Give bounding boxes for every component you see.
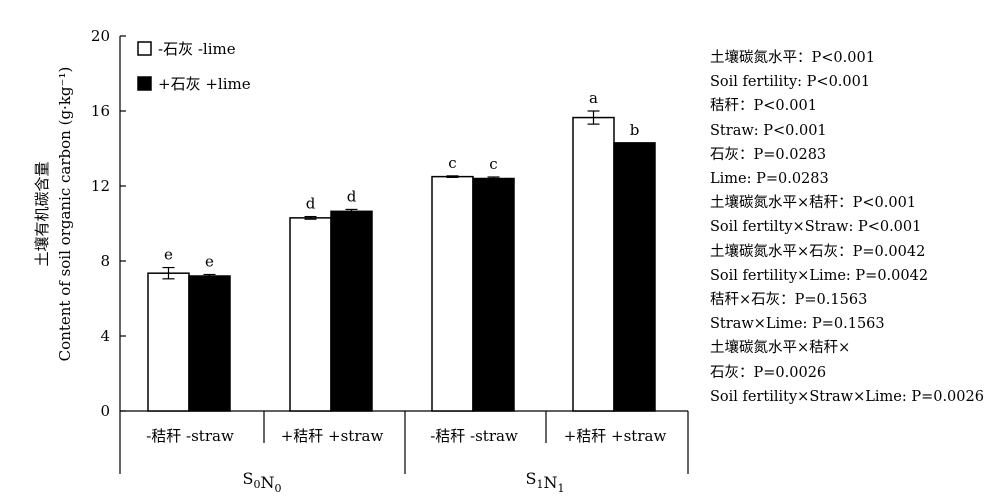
bar bbox=[289, 217, 332, 412]
bar bbox=[147, 272, 190, 412]
legend-label: +石灰 +lime bbox=[158, 75, 251, 93]
stat-line: 石灰：P=0.0283 bbox=[710, 146, 827, 163]
significance-letter: e bbox=[164, 246, 173, 264]
x-category-label: -秸秆 -straw bbox=[146, 427, 234, 445]
stat-line: 秸秆：P<0.001 bbox=[710, 98, 817, 115]
stat-line: 秸秆×石灰：P=0.1563 bbox=[710, 292, 868, 309]
stat-line: Soil fertilty×Straw: P<0.001 bbox=[710, 219, 922, 236]
x-category-label: -秸秆 -straw bbox=[430, 427, 518, 445]
y-tick-label: 12 bbox=[91, 177, 110, 195]
legend-swatch bbox=[137, 76, 152, 91]
x-category-label: +秸秆 +straw bbox=[564, 427, 667, 445]
stat-line: 石灰：P=0.0026 bbox=[710, 364, 827, 381]
x-group-label: S1N1 bbox=[526, 469, 565, 495]
significance-letter: e bbox=[205, 253, 214, 271]
x-group-label: S0N0 bbox=[243, 469, 282, 495]
stat-line: 土壤碳氮水平×石灰：P=0.0042 bbox=[710, 243, 926, 260]
y-tick-label: 16 bbox=[91, 102, 110, 120]
legend-swatch bbox=[137, 41, 152, 56]
bar bbox=[330, 210, 373, 412]
significance-letter: c bbox=[448, 154, 456, 172]
chart-area: 0 4 8 12 16 20 土壤有机碳含量 Content of soil organic … bbox=[33, 27, 689, 495]
stat-line: Soil fertility×Straw×Lime: P=0.0026 bbox=[710, 388, 984, 405]
y-tick-label: 8 bbox=[100, 252, 110, 270]
significance-letter: a bbox=[589, 89, 598, 107]
stat-line: Soil fertility×Lime: P=0.0042 bbox=[710, 267, 929, 284]
x-category-label: +秸秆 +straw bbox=[281, 427, 384, 445]
bar bbox=[188, 275, 231, 412]
stat-line: Soil fertility: P<0.001 bbox=[710, 74, 871, 91]
stat-line: Straw×Lime: P=0.1563 bbox=[710, 316, 885, 333]
stat-line: 土壤碳氮水平：P<0.001 bbox=[710, 50, 875, 66]
stat-line: Lime: P=0.0283 bbox=[710, 171, 829, 188]
y-tick-label: 20 bbox=[91, 27, 110, 45]
bar bbox=[613, 142, 656, 412]
bar bbox=[572, 116, 615, 412]
bar bbox=[431, 175, 474, 412]
significance-letter: d bbox=[306, 195, 316, 213]
y-axis-title-en: Content of soil organic carbon (g·kg⁻¹) bbox=[56, 67, 74, 362]
stat-line: 土壤碳氮水平×秸秆：P<0.001 bbox=[710, 195, 917, 212]
y-tick-label: 4 bbox=[100, 327, 110, 345]
stat-line: Straw: P<0.001 bbox=[710, 122, 827, 139]
bar bbox=[472, 177, 515, 412]
legend-label: -石灰 -lime bbox=[158, 40, 236, 58]
y-tick-label: 0 bbox=[100, 402, 110, 420]
statistics-panel: 土壤碳氮水平：P<0.001 Soil fertility: P<0.001 秸… bbox=[710, 46, 1002, 409]
y-axis-title-cn: 土壤有机碳含量 bbox=[33, 161, 51, 266]
significance-letter: d bbox=[347, 187, 357, 205]
stat-line: 土壤碳氮水平×秸秆× bbox=[710, 340, 851, 357]
significance-letter: b bbox=[630, 121, 640, 139]
significance-letter: c bbox=[489, 155, 497, 173]
